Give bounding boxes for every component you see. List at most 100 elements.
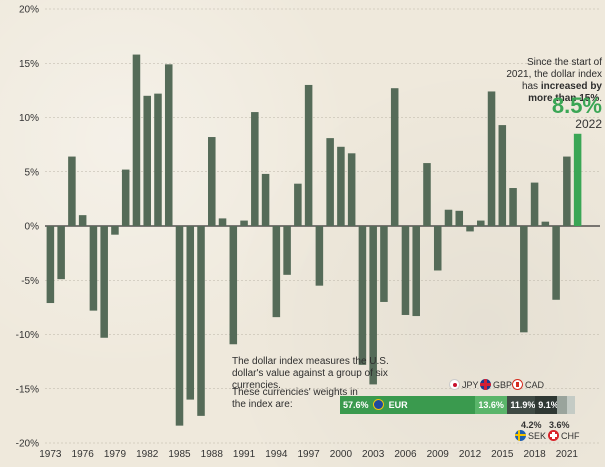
weight-cad-label: 9.1% [538, 400, 559, 410]
bar [164, 64, 173, 227]
bar [186, 226, 195, 400]
bar [272, 226, 281, 318]
bar [315, 226, 324, 286]
bar [154, 93, 162, 226]
bar [283, 226, 291, 275]
bar [412, 226, 420, 317]
x-tick-label: 2021 [556, 449, 579, 460]
x-tick-label: 1973 [39, 449, 62, 460]
bar [552, 226, 560, 300]
currency-chf-label: CHF [561, 431, 580, 441]
annotation-2021: Since the start of 2021, the dollar inde… [500, 57, 602, 105]
y-tick-label: 10% [19, 113, 39, 124]
x-tick-label: 1997 [297, 449, 320, 460]
highlight-value: 8.5% [551, 93, 602, 118]
currency-gbp-label: GBP [493, 380, 513, 390]
bar [477, 220, 485, 226]
bar [498, 125, 507, 226]
index-description: The dollar index measures the U.S. dolla… [232, 356, 389, 391]
weight-segment-eur: 57.6% EUR [340, 396, 476, 414]
bar [530, 182, 539, 226]
eu-flag-icon [373, 399, 385, 410]
currency-sek: SEK [513, 430, 546, 442]
x-tick-label: 2015 [491, 449, 514, 460]
y-tick-label: 15% [19, 59, 39, 70]
annotation-end: . [599, 93, 602, 104]
currency-sek-label: SEK [528, 431, 547, 441]
x-tick-label: 2003 [362, 449, 385, 460]
weights-bar: 57.6% EUR 13.6% 11.9% 9.1% [340, 396, 575, 414]
bar [197, 226, 205, 416]
weight-segment-chf [566, 396, 575, 414]
bar [369, 226, 377, 385]
currency-cad-label: CAD [525, 380, 545, 390]
bar [121, 169, 130, 226]
currency-jpy-label: JPY [462, 380, 479, 390]
bar [89, 226, 98, 311]
weight-chf-pct: 3.6% [549, 420, 570, 430]
x-tick-label: 2009 [427, 449, 450, 460]
bar [541, 221, 550, 226]
bar [444, 209, 453, 226]
sweden-flag-icon [515, 430, 526, 441]
bar [509, 188, 517, 226]
bar [563, 156, 571, 226]
weight-segment-gbp: 11.9% [507, 396, 535, 414]
weight-segment-jpy: 13.6% [475, 396, 508, 414]
y-tick-label: 20% [19, 5, 39, 16]
switzerland-flag-icon [548, 430, 559, 441]
bar [240, 220, 248, 226]
x-tick-label: 1985 [168, 449, 191, 460]
bar [208, 137, 216, 226]
weight-sek-pct: 4.2% [521, 420, 542, 430]
bar [175, 226, 184, 426]
bar [455, 210, 464, 226]
highlight-year: 2022 [575, 117, 602, 131]
bar [132, 54, 141, 226]
japan-flag-icon [449, 379, 460, 390]
x-tick-label: 1979 [104, 449, 127, 460]
weight-eur-label: 57.6% [343, 400, 369, 410]
x-tick-label: 1982 [136, 449, 159, 460]
bar [111, 226, 119, 235]
bar [337, 146, 345, 226]
x-tick-label: 2012 [459, 449, 482, 460]
y-tick-label: -10% [16, 330, 39, 341]
canada-flag-icon [512, 379, 523, 390]
x-tick-label: 2018 [523, 449, 546, 460]
x-tick-label: 2000 [330, 449, 353, 460]
weight-segment-cad: 9.1% [535, 396, 559, 414]
annotation-bold: increased by more than 15% [528, 81, 602, 104]
weight-eur-currency: EUR [388, 400, 408, 410]
bar [143, 95, 151, 226]
y-tick-label: -15% [16, 384, 39, 395]
x-tick-label: 1988 [201, 449, 224, 460]
bar [423, 163, 431, 226]
weight-segment-sek [556, 396, 567, 414]
bar [358, 226, 367, 365]
y-tick-label: -20% [16, 439, 39, 450]
bar [520, 226, 528, 333]
currency-jpy: JPY [447, 379, 479, 391]
annotation-lead: Since the start of 2021, the dollar inde… [506, 57, 602, 92]
bar [78, 215, 87, 226]
weight-gbp-label: 11.9% [510, 400, 536, 410]
currency-gbp: GBP [478, 379, 512, 391]
x-tick-label: 1991 [233, 449, 256, 460]
x-tick-label: 2006 [394, 449, 417, 460]
bar [100, 226, 108, 338]
bar [229, 226, 238, 345]
bar [401, 226, 410, 315]
bar [57, 226, 65, 280]
y-tick-label: 0% [25, 222, 40, 233]
x-tick-label: 1976 [72, 449, 95, 460]
y-tick-label: 5% [25, 167, 40, 178]
bar [573, 133, 582, 226]
bar [466, 226, 474, 232]
bar [347, 153, 356, 226]
bar [326, 138, 334, 226]
currency-chf: CHF [546, 430, 580, 442]
weight-jpy-label: 13.6% [478, 400, 504, 410]
